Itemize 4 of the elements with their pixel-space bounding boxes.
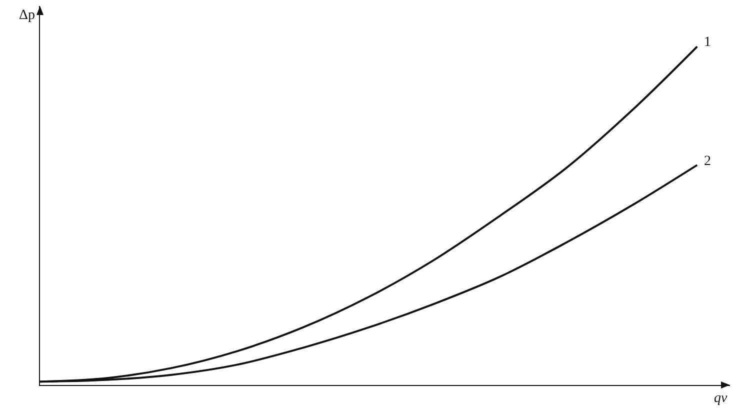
series-label: 1 xyxy=(704,35,711,50)
series-label: 2 xyxy=(704,154,711,169)
y-axis-title: Δp xyxy=(19,8,36,23)
x-axis-title: qv xyxy=(714,391,728,406)
